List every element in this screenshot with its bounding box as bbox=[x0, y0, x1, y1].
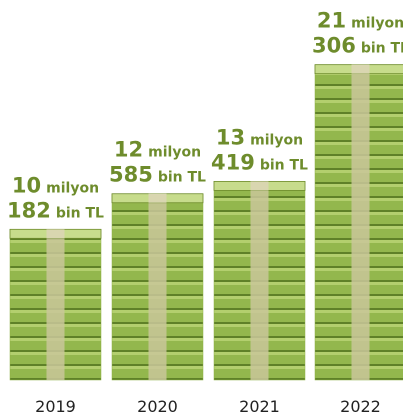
value-label-unit: bin TL bbox=[361, 41, 403, 57]
value-label-unit: bin TL bbox=[158, 170, 206, 186]
band-strap bbox=[250, 181, 269, 380]
value-label: 21 milyon bbox=[317, 9, 403, 33]
top-band bbox=[250, 181, 269, 191]
x-tick-label: 2020 bbox=[137, 397, 178, 416]
value-label-unit: milyon bbox=[351, 16, 403, 32]
value-label: 13 milyon bbox=[216, 125, 303, 149]
value-label-unit: bin TL bbox=[56, 205, 104, 221]
value-label: 12 milyon bbox=[114, 138, 201, 162]
value-label-number: 419 bbox=[211, 150, 255, 174]
value-label-number: 306 bbox=[312, 34, 356, 58]
value-label-unit: milyon bbox=[250, 132, 303, 148]
value-label-number: 12 bbox=[114, 138, 143, 162]
value-label-number: 13 bbox=[216, 125, 245, 149]
value-label-unit: milyon bbox=[148, 145, 201, 161]
band-strap bbox=[148, 193, 167, 380]
value-label-number: 21 bbox=[317, 9, 346, 33]
x-tick-label: 2021 bbox=[239, 397, 280, 416]
x-tick-label: 2019 bbox=[35, 397, 76, 416]
top-band bbox=[351, 64, 370, 74]
value-label: 585 bin TL bbox=[109, 163, 206, 187]
top-band bbox=[46, 229, 65, 239]
band-strap bbox=[46, 229, 65, 380]
band-strap bbox=[351, 64, 370, 380]
value-label: 10 milyon bbox=[12, 173, 99, 197]
value-label: 306 bin TL bbox=[312, 34, 403, 58]
value-label: 182 bin TL bbox=[7, 198, 104, 222]
value-label-unit: bin TL bbox=[260, 157, 308, 173]
value-label: 419 bin TL bbox=[211, 150, 308, 174]
value-label-number: 585 bbox=[109, 163, 153, 187]
x-tick-label: 2022 bbox=[340, 397, 381, 416]
value-label-number: 182 bbox=[7, 198, 51, 222]
value-label-unit: milyon bbox=[46, 180, 99, 196]
top-band bbox=[148, 193, 167, 203]
value-label-number: 10 bbox=[12, 173, 41, 197]
